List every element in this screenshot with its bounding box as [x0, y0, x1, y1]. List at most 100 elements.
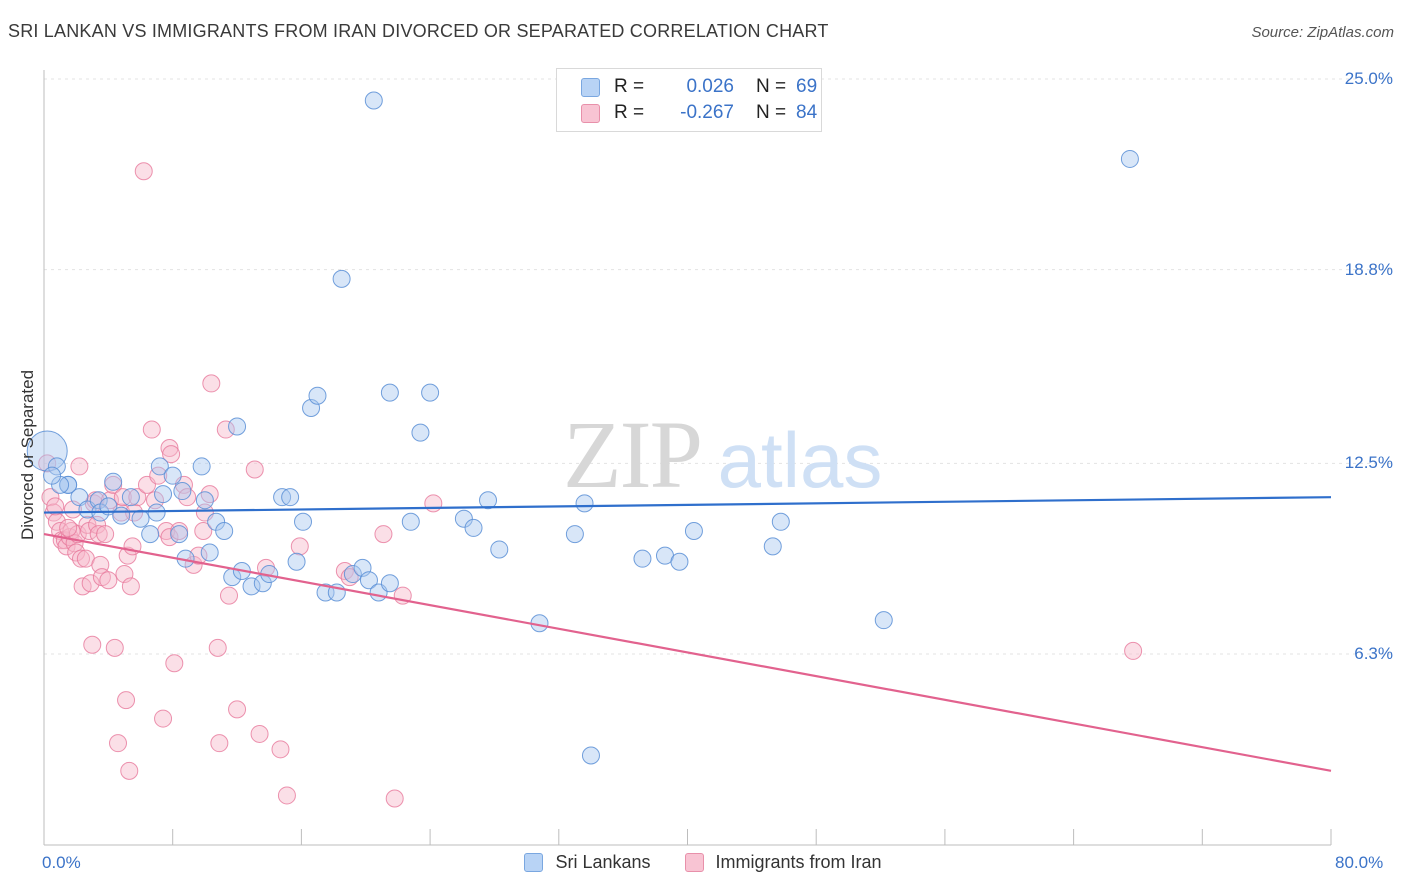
legend-item-srilankan[interactable]: Sri Lankans — [524, 852, 651, 873]
y-tick-label: 18.8% — [1344, 259, 1393, 279]
data-point-iran — [385, 789, 404, 808]
data-point-srilankan — [343, 565, 362, 584]
data-point-srilankan — [150, 457, 169, 476]
data-point-iran — [89, 525, 108, 544]
data-point-srilankan — [763, 537, 782, 556]
data-point-srilankan — [47, 457, 66, 476]
data-point-iran — [340, 568, 359, 587]
data-point-srilankan — [411, 423, 430, 442]
data-point-iran — [424, 494, 443, 513]
axes — [43, 70, 1332, 846]
data-point-iran — [271, 740, 290, 759]
legend-n-value: 84 — [796, 102, 818, 123]
data-point-srilankan — [359, 571, 378, 590]
data-point-iran — [200, 485, 219, 504]
data-point-srilankan — [281, 488, 300, 507]
data-point-srilankan — [200, 543, 219, 562]
data-point-srilankan — [479, 491, 498, 510]
data-point-srilankan — [242, 577, 261, 596]
data-point-iran — [128, 488, 147, 507]
data-point-iran — [250, 724, 269, 743]
data-point-iran — [46, 497, 65, 516]
data-point-iran — [149, 466, 168, 485]
data-point-iran — [59, 518, 78, 537]
data-point-iran — [210, 734, 229, 753]
data-point-srilankan — [26, 430, 68, 472]
y-axis-label: Divorced or Separated — [18, 369, 37, 541]
data-point-srilankan — [131, 509, 150, 528]
data-point-iran — [70, 457, 89, 476]
data-point-iran — [194, 522, 213, 541]
legend-n-label: N = — [756, 102, 787, 123]
legend-swatch-iran — [684, 853, 704, 872]
data-point-srilankan — [104, 472, 123, 491]
legend-item-iran[interactable]: Immigrants from Iran — [684, 852, 882, 873]
watermark-zip: ZIP — [563, 401, 701, 508]
source-label: Source: ZipAtlas.com — [1251, 24, 1394, 41]
legend-swatch-srilankan — [581, 77, 600, 97]
data-point-srilankan — [215, 522, 234, 541]
data-point-iran — [245, 460, 264, 479]
data-point-iran — [154, 709, 173, 728]
data-point-iran — [72, 549, 91, 568]
data-point-srilankan — [684, 522, 703, 541]
legend-row-srilankan: R = 0.026 N = 69 — [581, 75, 817, 99]
data-point-iran — [81, 574, 100, 593]
data-point-iran — [117, 691, 136, 710]
data-point-iran — [160, 528, 179, 547]
data-point-iran — [41, 488, 60, 507]
data-point-srilankan — [173, 482, 192, 501]
data-point-iran — [277, 786, 296, 805]
data-point-srilankan — [294, 512, 313, 531]
watermark-atlas: atlas — [718, 416, 883, 504]
data-point-iran — [216, 420, 235, 439]
data-point-iran — [165, 654, 184, 673]
data-point-srilankan — [43, 466, 62, 485]
data-point-iran — [178, 488, 197, 507]
y-tick-label: 6.3% — [1354, 644, 1393, 663]
data-point-srilankan — [112, 506, 131, 525]
data-point-srilankan — [170, 525, 189, 544]
data-point-srilankan — [308, 386, 327, 405]
data-point-iran — [162, 445, 181, 464]
legend-n-value: 69 — [796, 76, 818, 97]
correlation-legend: R = 0.026 N = 69 R = -0.267 N = 84 — [556, 68, 822, 132]
data-point-iran — [99, 571, 118, 590]
data-point-iran — [134, 162, 153, 181]
data-point-iran — [228, 700, 247, 719]
data-point-iran — [120, 761, 139, 780]
data-point-iran — [142, 420, 161, 439]
data-point-srilankan — [1120, 149, 1139, 168]
data-point-srilankan — [192, 457, 211, 476]
y-tick-label: 12.5% — [1344, 453, 1393, 473]
data-point-srilankan — [670, 552, 689, 571]
data-point-srilankan — [364, 91, 383, 110]
data-point-srilankan — [421, 383, 440, 402]
data-point-srilankan — [575, 494, 594, 513]
trend-line-srilankan — [43, 496, 1332, 514]
data-point-srilankan — [154, 485, 173, 504]
watermark: ZIP atlas — [563, 401, 882, 508]
data-point-srilankan — [121, 488, 140, 507]
series-srilankan-points — [26, 91, 1139, 765]
data-point-iran — [290, 537, 309, 556]
data-point-srilankan — [401, 512, 420, 531]
legend-r-value: 0.026 — [686, 76, 734, 97]
legend-r-label: R = — [614, 76, 645, 97]
data-point-iran — [67, 543, 86, 562]
data-point-srilankan — [287, 552, 306, 571]
data-point-srilankan — [581, 746, 600, 765]
data-point-srilankan — [771, 512, 790, 531]
data-point-srilankan — [147, 503, 166, 522]
data-point-iran — [374, 525, 393, 544]
data-point-iran — [160, 438, 179, 457]
series-legend: Sri Lankans Immigrants from Iran — [0, 852, 1406, 873]
data-point-iran — [121, 577, 140, 596]
data-point-srilankan — [141, 525, 160, 544]
data-point-iran — [220, 586, 239, 605]
x-tick-min: 0.0% — [42, 853, 81, 872]
legend-swatch-iran — [581, 103, 600, 123]
data-point-srilankan — [332, 269, 351, 288]
data-point-srilankan — [228, 417, 247, 436]
data-point-srilankan — [565, 525, 584, 544]
